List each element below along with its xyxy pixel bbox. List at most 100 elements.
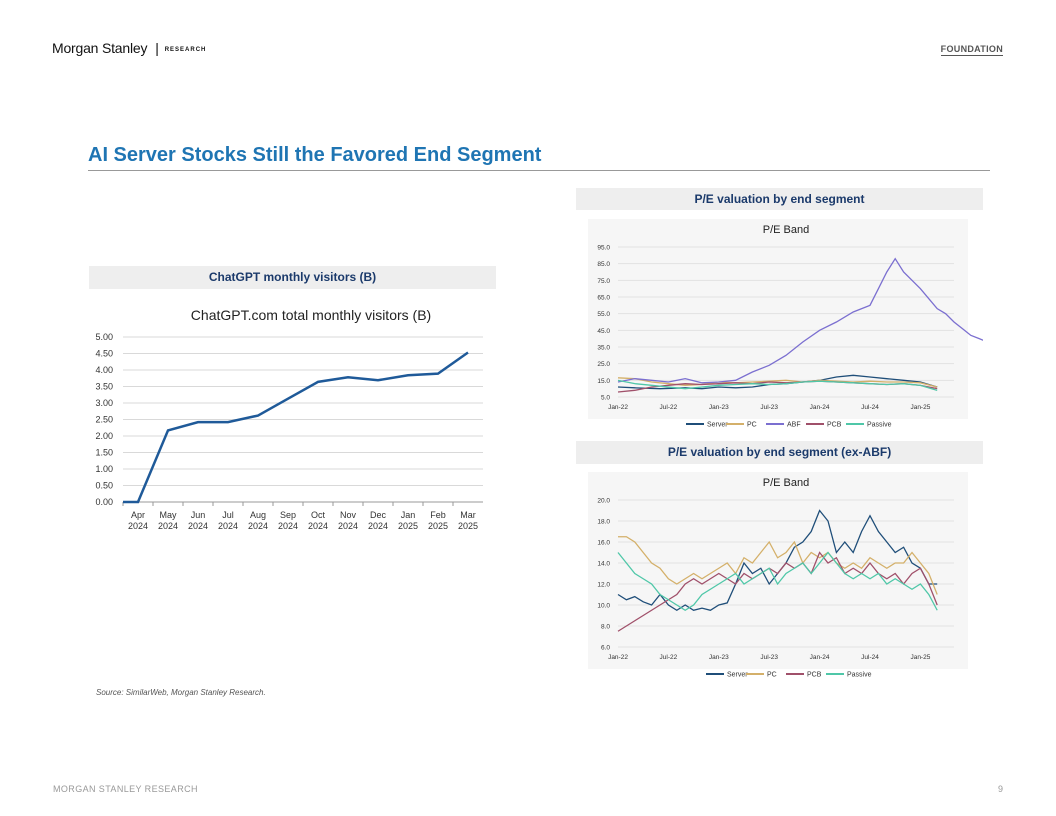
y-tick-label: 15.0 — [597, 378, 610, 385]
y-tick-label: 12.0 — [597, 582, 610, 589]
x-tick-label-month: Sep — [280, 510, 296, 520]
legend-label-server: Server — [727, 672, 748, 679]
y-tick-label: 1.00 — [95, 464, 113, 474]
x-tick-label: Jul-22 — [660, 404, 678, 411]
x-tick-label: Jul-24 — [861, 404, 879, 411]
x-tick-label-month: May — [159, 510, 177, 520]
legend-label-passive: Passive — [867, 422, 892, 429]
y-tick-label: 85.0 — [597, 261, 610, 268]
page-title: AI Server Stocks Still the Favored End S… — [88, 144, 542, 166]
x-tick-label-month: Aug — [250, 510, 266, 520]
footer-label: MORGAN STANLEY RESEARCH — [53, 784, 198, 794]
y-tick-label: 18.0 — [597, 519, 610, 526]
brand-sub: RESEARCH — [164, 47, 207, 53]
y-tick-label: 65.0 — [597, 295, 610, 302]
y-tick-label: 5.00 — [95, 332, 113, 342]
x-tick-label-year: 2024 — [188, 521, 208, 531]
chart-title: P/E Band — [763, 224, 809, 236]
x-tick-label-month: Nov — [340, 510, 357, 520]
y-tick-label: 1.50 — [95, 448, 113, 458]
y-tick-label: 25.0 — [597, 361, 610, 368]
y-tick-label: 75.0 — [597, 278, 610, 285]
series-line-pc — [617, 377, 938, 388]
y-tick-label: 6.0 — [601, 645, 610, 652]
y-tick-label: 2.00 — [95, 431, 113, 441]
y-tick-label: 8.0 — [601, 624, 610, 631]
x-tick-label: Jan-22 — [608, 654, 628, 661]
brand-separator: | — [155, 40, 159, 56]
x-tick-label: Jan-22 — [608, 404, 628, 411]
legend-label-pc: PC — [747, 422, 757, 429]
legend-label-server: Server — [707, 422, 728, 429]
x-tick-label-year: 2024 — [248, 521, 268, 531]
x-tick-label: Jan-23 — [709, 404, 729, 411]
x-tick-label-year: 2024 — [128, 521, 148, 531]
x-tick-label-month: Jan — [401, 510, 416, 520]
x-tick-label: Jan-25 — [910, 404, 930, 411]
series-line-pcb — [617, 551, 938, 632]
x-tick-label-month: Feb — [430, 510, 446, 520]
pe-exabf-band-chart: P/E Band 6.0 8.0 10.0 12.0 14.0 16.0 18.0 20.0 Ja… — [588, 472, 968, 679]
x-tick-label: Jul-24 — [861, 654, 879, 661]
x-tick-label-year: 2024 — [218, 521, 238, 531]
plot-background — [588, 472, 968, 669]
x-tick-label-year: 2024 — [158, 521, 178, 531]
x-tick-label-year: 2025 — [428, 521, 448, 531]
chart-title: P/E Band — [763, 477, 809, 489]
legend-label-pcb: PCB — [807, 672, 822, 679]
legend-label-abf: ABF — [787, 422, 801, 429]
x-tick-label-month: Jul — [222, 510, 234, 520]
y-tick-label: 95.0 — [597, 245, 610, 252]
pe-exabf-panel-header: P/E valuation by end segment (ex-ABF) — [576, 441, 983, 464]
x-tick-label: Jan-24 — [810, 654, 830, 661]
y-tick-label: 14.0 — [597, 561, 610, 568]
y-tick-label: 5.0 — [601, 395, 610, 402]
brand-logo: Morgan Stanley | RESEARCH — [52, 40, 206, 56]
y-tick-label: 2.50 — [95, 415, 113, 425]
y-tick-label: 3.50 — [95, 382, 113, 392]
plot-background — [588, 219, 968, 419]
y-tick-label: 35.0 — [597, 345, 610, 352]
x-tick-label-year: 2025 — [398, 521, 418, 531]
legend-label-pc: PC — [767, 672, 777, 679]
y-tick-label: 10.0 — [597, 603, 610, 610]
x-tick-label-year: 2024 — [278, 521, 298, 531]
x-tick-label: Jul-22 — [660, 654, 678, 661]
series-line-abf — [617, 257, 983, 384]
y-tick-label: 16.0 — [597, 540, 610, 547]
series-line-pc — [618, 536, 938, 595]
legend-label-passive: Passive — [847, 672, 872, 679]
source-note: Source: SimilarWeb, Morgan Stanley Resea… — [96, 688, 266, 697]
x-tick-label-year: 2024 — [338, 521, 358, 531]
y-tick-label: 20.0 — [597, 498, 610, 505]
y-tick-label: 4.00 — [95, 365, 113, 375]
x-tick-label: Jan-24 — [810, 404, 830, 411]
x-tick-label-month: Dec — [370, 510, 387, 520]
legend-label-pcb: PCB — [827, 422, 842, 429]
x-tick-label-year: 2025 — [458, 521, 478, 531]
pe-band-chart: P/E Band 5.0 15.0 25.0 35.0 45.0 55.0 65.0 75.0 8… — [588, 219, 983, 429]
x-tick-label-month: Jun — [191, 510, 206, 520]
pe-panel-header: P/E valuation by end segment — [576, 188, 983, 210]
y-tick-label: 55.0 — [597, 311, 610, 318]
title-divider — [88, 170, 990, 171]
y-tick-label: 0.50 — [95, 481, 113, 491]
x-tick-label: Jul-23 — [760, 404, 778, 411]
chatgpt-panel-header: ChatGPT monthly visitors (B) — [89, 266, 496, 289]
y-tick-label: 4.50 — [95, 349, 113, 359]
visitors-line — [123, 351, 469, 504]
y-tick-label: 3.00 — [95, 398, 113, 408]
brand-name: Morgan Stanley — [52, 40, 148, 56]
x-tick-label-year: 2024 — [368, 521, 388, 531]
x-tick-label: Jan-23 — [709, 654, 729, 661]
chatgpt-visitors-chart: ChatGPT.com total monthly visitors (B) 0.… — [95, 307, 483, 531]
series-line-passive — [617, 551, 938, 612]
foundation-tag: FOUNDATION — [940, 44, 1003, 56]
x-tick-label-month: Mar — [460, 510, 476, 520]
x-tick-label-month: Apr — [131, 510, 145, 520]
x-tick-label-month: Oct — [311, 510, 326, 520]
chart-title: ChatGPT.com total monthly visitors (B) — [191, 307, 431, 323]
y-tick-label: 45.0 — [597, 328, 610, 335]
y-tick-label: 0.00 — [95, 497, 113, 507]
x-tick-label: Jan-25 — [910, 654, 930, 661]
